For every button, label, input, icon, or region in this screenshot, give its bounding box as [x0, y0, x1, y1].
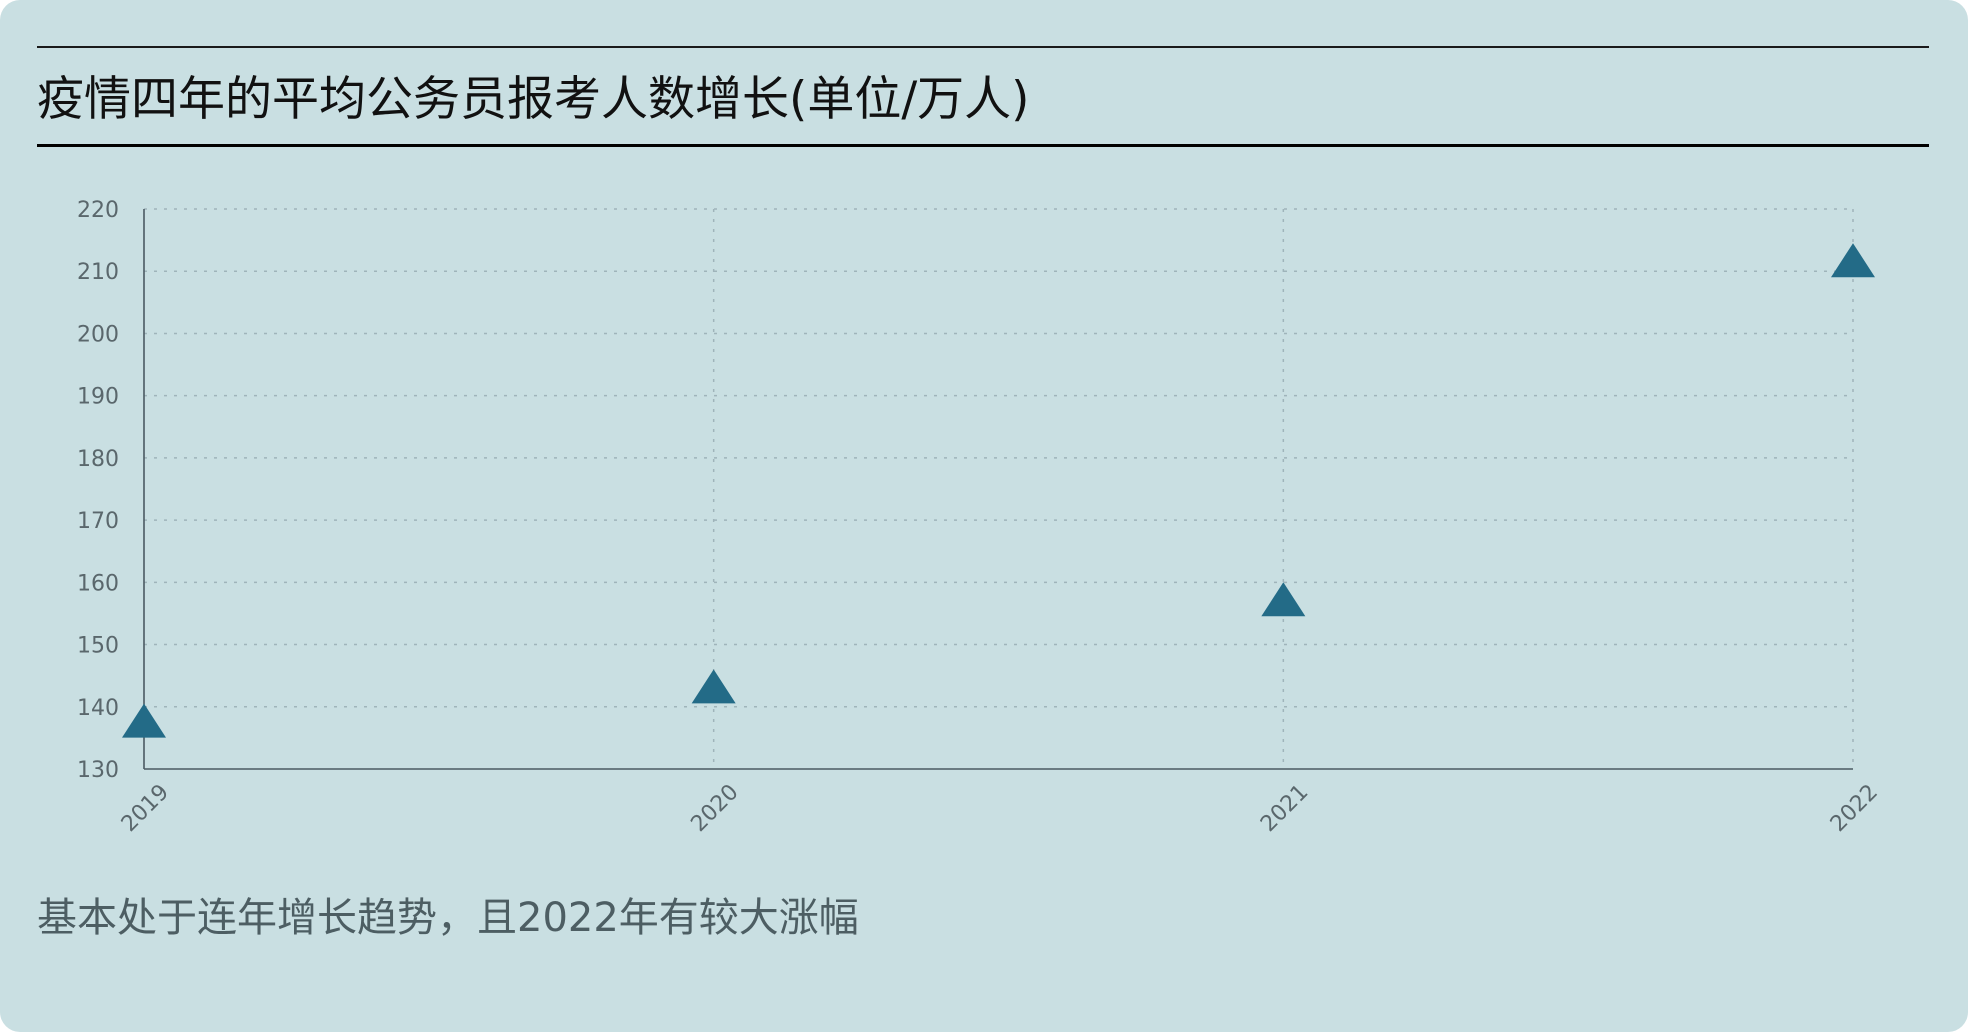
grid-lines: [144, 208, 1854, 769]
chart-title: 疫情四年的平均公务员报考人数增长(单位/万人): [37, 72, 1030, 127]
y-tick-label: 220: [77, 198, 119, 223]
x-tick-label: 2021: [1256, 780, 1313, 837]
y-tick-label: 170: [77, 509, 119, 534]
y-tick-labels: 130 140 150 160 170 180 190 200 210 220: [77, 198, 119, 783]
axes: [143, 209, 1853, 770]
y-tick-label: 200: [77, 322, 119, 347]
y-tick-label: 140: [77, 696, 119, 721]
y-tick-label: 210: [77, 260, 119, 285]
data-point-triangle: [122, 703, 166, 738]
x-tick-label: 2022: [1826, 780, 1883, 837]
x-tick-labels: 2019 2020 2021 2022: [117, 780, 1883, 837]
y-tick-label: 130: [77, 758, 119, 783]
data-point-triangle: [1831, 243, 1875, 278]
data-point-triangle: [1261, 582, 1306, 617]
data-markers: [122, 243, 1875, 738]
data-point-triangle: [691, 669, 736, 704]
chart-note: 基本处于连年增长趋势，且2022年有较大涨幅: [37, 895, 859, 941]
y-tick-label: 190: [77, 385, 119, 410]
y-tick-label: 150: [77, 634, 119, 659]
y-tick-label: 160: [77, 571, 119, 596]
x-tick-label: 2019: [117, 780, 174, 837]
y-tick-label: 180: [77, 447, 119, 472]
x-tick-label: 2020: [686, 780, 743, 837]
title-top-rule: [37, 46, 1929, 48]
title-bottom-rule: [37, 144, 1929, 147]
